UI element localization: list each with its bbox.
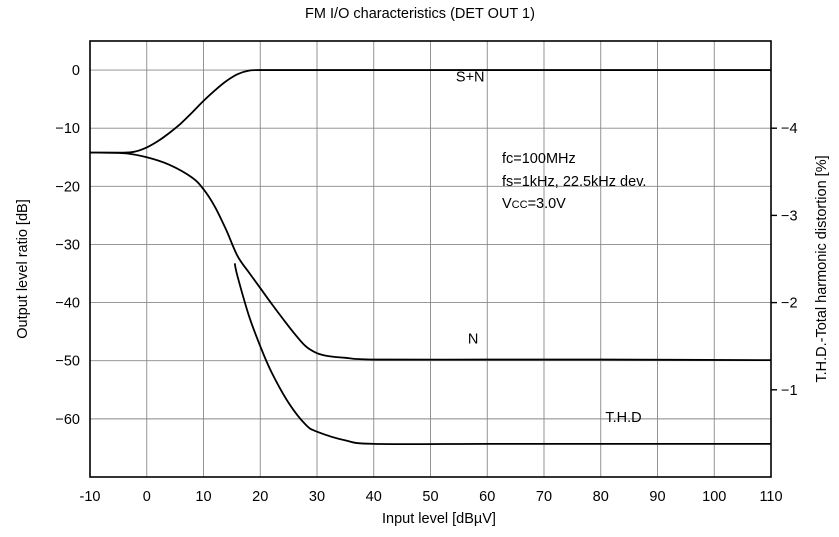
conditions-note: fc=100MHz fs=1kHz, 22.5kHz dev. VCC=3.0V bbox=[502, 151, 646, 212]
series-label-n: N bbox=[468, 331, 478, 347]
condition-fc: fc=100MHz bbox=[502, 151, 576, 167]
y-tick-label: −50 bbox=[55, 354, 80, 370]
x-tick-label: 90 bbox=[649, 489, 665, 505]
series-labels: S+N N T.H.D bbox=[456, 70, 642, 426]
x-tick-label: 60 bbox=[479, 489, 495, 505]
y-tick-label: −40 bbox=[55, 296, 80, 312]
y2-axis-label: T.H.D.-Total harmonic distortion [%] bbox=[814, 155, 830, 382]
x-tick-label: 30 bbox=[309, 489, 325, 505]
x-tick-label: 50 bbox=[422, 489, 438, 505]
tick-marks bbox=[771, 127, 777, 391]
condition-fs: fs=1kHz, 22.5kHz dev. bbox=[502, 174, 646, 190]
condition-vcc-subscript: CC bbox=[512, 199, 528, 211]
series-line-s-n bbox=[89, 69, 771, 154]
y2-tick-label: −1 bbox=[781, 383, 798, 399]
x-tick-label: 0 bbox=[143, 489, 151, 505]
chart-title: FM I/O characteristics (DET OUT 1) bbox=[305, 6, 535, 22]
series-label-s-n: S+N bbox=[456, 70, 485, 86]
y-tick-label: −10 bbox=[55, 121, 80, 137]
x-tick-label: 80 bbox=[593, 489, 609, 505]
y2-tick-label: −3 bbox=[781, 208, 798, 224]
x-axis-label: Input level [dBµV] bbox=[382, 511, 496, 527]
x-tick-label: 100 bbox=[702, 489, 726, 505]
y-axis-label: Output level ratio [dB] bbox=[15, 199, 31, 338]
x-tick-label: 70 bbox=[536, 489, 552, 505]
series-line-n bbox=[89, 151, 772, 362]
y-tick-label: 0 bbox=[72, 63, 80, 79]
y2-tick-label: −4 bbox=[781, 121, 798, 137]
x-tick-label: -10 bbox=[80, 489, 101, 505]
y-tick-label: −30 bbox=[55, 237, 80, 253]
series-lines bbox=[89, 69, 772, 446]
series-label-t-h-d: T.H.D bbox=[605, 410, 641, 426]
y-tick-label: −20 bbox=[55, 179, 80, 195]
x-tick-label: 40 bbox=[366, 489, 382, 505]
x-tick-label: 10 bbox=[195, 489, 211, 505]
series-line-t-h-d bbox=[233, 263, 771, 446]
condition-vcc: VCC=3.0V bbox=[502, 196, 566, 212]
y2-tick-label: −2 bbox=[781, 296, 798, 312]
y-tick-label: −60 bbox=[55, 412, 80, 428]
x-tick-label: 20 bbox=[252, 489, 268, 505]
plot-frame bbox=[89, 40, 772, 478]
tick-labels: -10 0 10 20 30 40 50 60 70 80 90 100 110 0 −10 −20 −30 −4… bbox=[55, 63, 797, 505]
x-tick-label: 110 bbox=[759, 489, 782, 505]
